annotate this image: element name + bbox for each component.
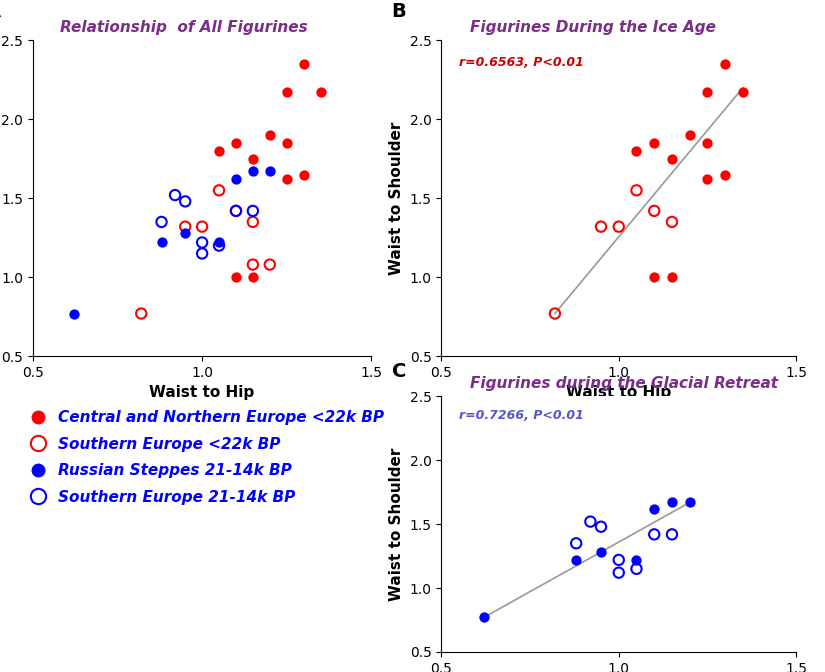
Text: r=0.7266, P<0.01: r=0.7266, P<0.01 [459,409,584,422]
Point [683,497,696,508]
Point [229,174,243,185]
Point [612,567,625,578]
Point [630,185,644,196]
Point [666,272,679,283]
Point [246,206,259,216]
Point [297,58,310,69]
Point [719,169,732,180]
Point [246,216,259,227]
Text: Figurines During the Ice Age: Figurines During the Ice Age [469,20,716,35]
Y-axis label: Waist to Shoulder: Waist to Shoulder [389,122,404,275]
Point [612,221,625,232]
Point [630,554,644,565]
Point [155,216,168,227]
Point [213,241,226,251]
Point [263,166,276,177]
Point [648,206,661,216]
Y-axis label: Waist to Shoulder: Waist to Shoulder [389,448,404,601]
Point [569,554,582,565]
Point [666,153,679,164]
Point [155,237,168,248]
Point [683,130,696,140]
Point [178,228,191,239]
Point [213,185,226,196]
Point [213,146,226,157]
Point [229,206,243,216]
Legend: Central and Northern Europe <22k BP, Southern Europe <22k BP, Russian Steppes 21: Central and Northern Europe <22k BP, Sou… [24,404,390,511]
Point [280,138,294,149]
Point [594,521,607,532]
Point [737,87,750,98]
Text: Relationship  of All Figurines: Relationship of All Figurines [60,20,308,35]
Point [263,130,276,140]
Point [630,563,644,574]
Point [719,58,732,69]
Point [67,308,80,319]
Point [666,216,679,227]
Text: Figurines during the Glacial Retreat: Figurines during the Glacial Retreat [469,376,778,391]
Point [229,138,243,149]
Point [569,538,582,548]
Point [178,221,191,232]
Point [630,146,644,157]
Point [229,206,243,216]
Point [178,196,191,207]
Point [549,308,562,319]
Point [229,272,243,283]
Point [280,87,294,98]
Point [648,503,661,514]
Point [584,516,597,527]
Point [246,166,259,177]
Point [701,87,714,98]
Point [246,272,259,283]
Point [134,308,148,319]
Text: r=0.6563, P<0.01: r=0.6563, P<0.01 [459,56,584,69]
X-axis label: Waist to Hip: Waist to Hip [149,386,255,401]
Point [648,138,661,149]
Point [246,153,259,164]
Point [478,612,491,623]
Point [594,547,607,558]
Text: C: C [392,362,406,381]
Point [314,87,327,98]
Point [196,221,209,232]
Point [666,529,679,540]
Point [648,272,661,283]
Point [701,138,714,149]
Text: B: B [392,3,407,22]
Point [297,169,310,180]
Point [280,174,294,185]
Point [246,259,259,270]
Point [648,529,661,540]
Point [263,259,276,270]
X-axis label: Waist to Hip: Waist to Hip [566,386,672,401]
Point [701,174,714,185]
Point [612,554,625,565]
Point [594,221,607,232]
Point [168,190,182,200]
Point [196,237,209,248]
Point [196,248,209,259]
Point [666,497,679,508]
Point [213,237,226,248]
